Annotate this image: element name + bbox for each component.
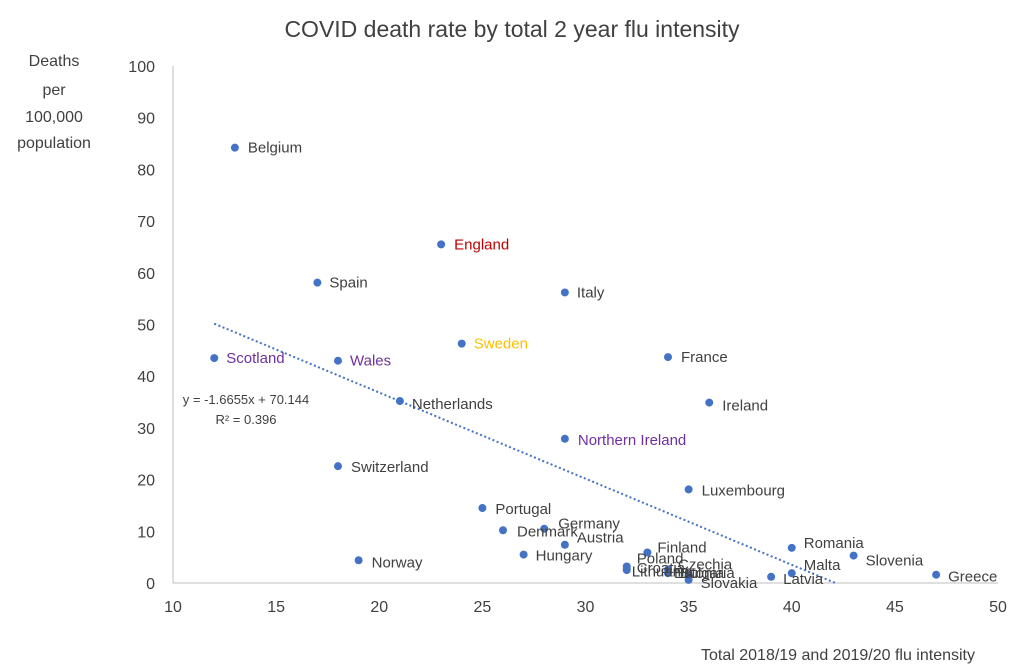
point-austria <box>560 540 569 549</box>
y-tick-label-90: 90 <box>137 111 155 128</box>
y-tick-label-80: 80 <box>137 162 155 179</box>
point-label-france: France <box>681 349 728 366</box>
point-northern-ireland <box>560 434 569 443</box>
chart-title: COVID death rate by total 2 year flu int… <box>284 16 740 42</box>
point-finland <box>643 548 652 557</box>
point-germany <box>540 524 549 533</box>
y-tick-label-40: 40 <box>137 369 155 386</box>
point-norway <box>354 556 363 565</box>
point-switzerland <box>334 462 342 471</box>
point-romania <box>787 543 796 552</box>
x-tick-label-40: 40 <box>783 599 801 616</box>
trendline-equation: y = -1.6655x + 70.144 <box>183 392 309 407</box>
x-tick-label-20: 20 <box>370 599 388 616</box>
point-netherlands <box>395 397 404 406</box>
data-point-labels: Belgium England Spain Italy Scotland Wales Swe… <box>226 140 997 592</box>
x-axis-title: Total 2018/19 and 2019/20 flu intensity <box>701 647 975 664</box>
trendline <box>213 322 836 584</box>
point-label-germany: Germany <box>558 516 620 533</box>
point-label-luxembourg: Luxembourg <box>702 482 785 499</box>
point-estonia <box>664 569 672 578</box>
x-tick-label-30: 30 <box>577 599 595 616</box>
point-label-hungary: Hungary <box>536 548 593 565</box>
point-greece <box>932 570 941 579</box>
point-label-portugal: Portugal <box>495 501 551 518</box>
point-denmark <box>499 526 507 535</box>
y-axis-title-line-1: Deaths <box>29 53 80 70</box>
point-belgium <box>230 143 239 152</box>
y-tick-label-60: 60 <box>137 266 155 283</box>
y-axis-title-line-2: per <box>42 82 66 99</box>
point-label-poland: Poland <box>637 550 684 567</box>
point-france <box>664 353 672 362</box>
point-italy <box>560 288 569 297</box>
point-label-bulgaria: Bulgaria <box>680 565 736 582</box>
y-axis-title: Deaths per 100,000 population <box>17 53 91 152</box>
trendline-r-squared: R² = 0.396 <box>215 412 276 427</box>
point-label-netherlands: Netherlands <box>412 396 493 413</box>
point-slovenia <box>849 551 858 560</box>
point-label-wales: Wales <box>350 353 391 370</box>
point-label-czechia: Czechia <box>678 557 733 574</box>
point-label-slovenia: Slovenia <box>866 553 924 570</box>
x-axis-ticks: 10 15 20 25 30 35 40 45 50 <box>164 599 1007 616</box>
x-tick-label-15: 15 <box>267 599 285 616</box>
point-portugal <box>478 504 487 513</box>
y-tick-label-10: 10 <box>137 524 155 541</box>
point-label-croatia: Croatia <box>637 560 686 577</box>
y-axis-ticks: 0 10 20 30 40 50 60 70 80 90 100 <box>128 59 155 593</box>
point-label-romania: Romania <box>804 535 865 552</box>
point-label-denmark: Denmark <box>517 523 578 540</box>
y-tick-label-20: 20 <box>137 473 155 490</box>
point-scotland <box>210 354 219 363</box>
y-axis-title-line-4: population <box>17 135 91 152</box>
point-label-lithuania: Lithuania <box>632 564 694 581</box>
point-england <box>437 240 446 249</box>
point-label-finland: Finland <box>657 539 706 556</box>
y-tick-label-70: 70 <box>137 214 155 231</box>
point-label-slovakia: Slovakia <box>701 575 758 592</box>
y-axis-title-line-3: 100,000 <box>25 109 83 126</box>
point-label-england: England <box>454 236 509 253</box>
point-label-switzerland: Switzerland <box>351 459 429 476</box>
point-label-norway: Norway <box>372 554 423 571</box>
point-wales <box>334 356 342 365</box>
point-label-belgium: Belgium <box>248 140 302 157</box>
point-lithuania <box>622 564 631 573</box>
x-tick-label-45: 45 <box>886 599 904 616</box>
point-label-sweden: Sweden <box>474 336 528 353</box>
point-malta <box>787 569 796 578</box>
y-tick-label-0: 0 <box>146 576 155 593</box>
point-hungary <box>519 550 528 559</box>
x-tick-label-50: 50 <box>989 599 1007 616</box>
point-label-estonia: Estonia <box>674 565 725 582</box>
point-spain <box>313 278 322 287</box>
point-label-italy: Italy <box>577 284 605 301</box>
y-tick-label-50: 50 <box>137 318 155 335</box>
point-luxembourg <box>684 485 693 494</box>
point-label-greece: Greece <box>948 569 997 586</box>
point-latvia <box>767 572 776 581</box>
point-label-scotland: Scotland <box>226 350 284 367</box>
point-label-malta: Malta <box>804 557 841 574</box>
point-label-northern-ireland: Northern Ireland <box>578 432 686 449</box>
point-label-latvia: Latvia <box>783 571 824 588</box>
point-label-spain: Spain <box>329 275 367 292</box>
y-tick-label-30: 30 <box>137 421 155 438</box>
x-tick-label-10: 10 <box>164 599 182 616</box>
y-tick-label-100: 100 <box>128 59 155 76</box>
point-label-ireland: Ireland <box>722 398 768 415</box>
point-label-austria: Austria <box>577 530 624 547</box>
x-tick-label-25: 25 <box>473 599 491 616</box>
data-points <box>210 143 941 584</box>
point-sweden <box>457 339 466 348</box>
x-tick-label-35: 35 <box>680 599 698 616</box>
point-ireland <box>705 398 714 407</box>
point-slovakia <box>684 575 693 584</box>
